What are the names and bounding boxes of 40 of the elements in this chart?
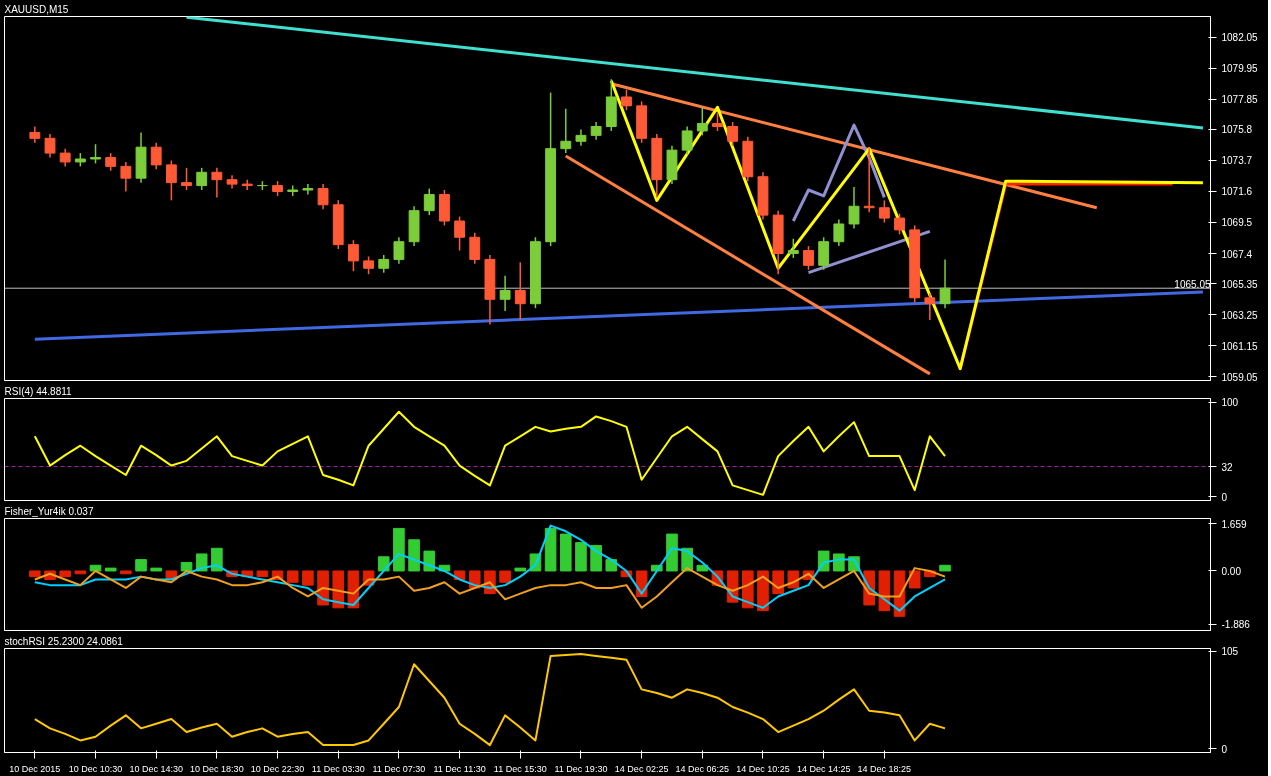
x-tick-label: 10 Dec 18:30 <box>190 763 244 774</box>
x-tick-label: 14 Dec 06:25 <box>675 763 730 774</box>
x-tick-label: 11 Dec 15:30 <box>493 763 547 774</box>
y-tick-label: 1075.8 <box>1221 124 1253 136</box>
chart-title: XAUUSD,M15 <box>4 4 69 15</box>
x-tick-label: 10 Dec 10:30 <box>68 763 123 774</box>
x-tick-label: 10 Dec 2015 <box>9 763 61 774</box>
y-tick-label: 1069.5 <box>1221 217 1253 229</box>
x-tick-label: 14 Dec 14:25 <box>796 763 851 774</box>
y-tick-label: 0.00 <box>1221 565 1242 577</box>
y-tick-label: 1071.6 <box>1221 186 1253 198</box>
y-tick-label: 32 <box>1221 461 1234 473</box>
x-tick-label: 11 Dec 03:30 <box>311 763 365 774</box>
chart-title: stochRSI 25.2300 24.0861 <box>4 636 124 647</box>
y-tick-label: 1059.05 <box>1221 371 1259 383</box>
chart-title: Fisher_Yur4ik 0.037 <box>4 506 94 517</box>
x-tick-label: 14 Dec 10:25 <box>736 763 790 774</box>
x-tick-label: 14 Dec 02:25 <box>614 763 669 774</box>
ref-line-label: 1065.05 <box>1174 279 1211 291</box>
x-tick-label: 10 Dec 22:30 <box>250 763 305 774</box>
y-tick-label: 105 <box>1221 646 1239 658</box>
x-tick-label: 14 Dec 18:25 <box>857 763 912 774</box>
y-tick-label: 1077.85 <box>1221 94 1259 106</box>
y-tick-label: 100 <box>1221 397 1239 409</box>
x-tick-label: 11 Dec 11:30 <box>433 763 486 774</box>
y-tick-label: 0 <box>1221 743 1228 755</box>
x-tick-label: 11 Dec 07:30 <box>372 763 426 774</box>
x-tick-label: 10 Dec 14:30 <box>129 763 183 774</box>
y-tick-label: 1.659 <box>1221 518 1247 530</box>
y-tick-label: 1073.7 <box>1221 155 1253 167</box>
y-tick-label: 1063.25 <box>1221 309 1259 321</box>
x-tick-label: 11 Dec 19:30 <box>554 763 608 774</box>
y-tick-label: 1067.4 <box>1221 248 1253 260</box>
y-tick-label: 1082.05 <box>1221 32 1259 44</box>
chart-title: RSI(4) 44.8811 <box>4 386 73 397</box>
y-tick-label: 0 <box>1221 491 1228 503</box>
y-tick-label: -1.886 <box>1221 619 1251 631</box>
y-tick-label: 1079.95 <box>1221 63 1259 75</box>
y-tick-label: 1065.35 <box>1221 278 1259 290</box>
y-tick-label: 1061.15 <box>1221 340 1259 352</box>
